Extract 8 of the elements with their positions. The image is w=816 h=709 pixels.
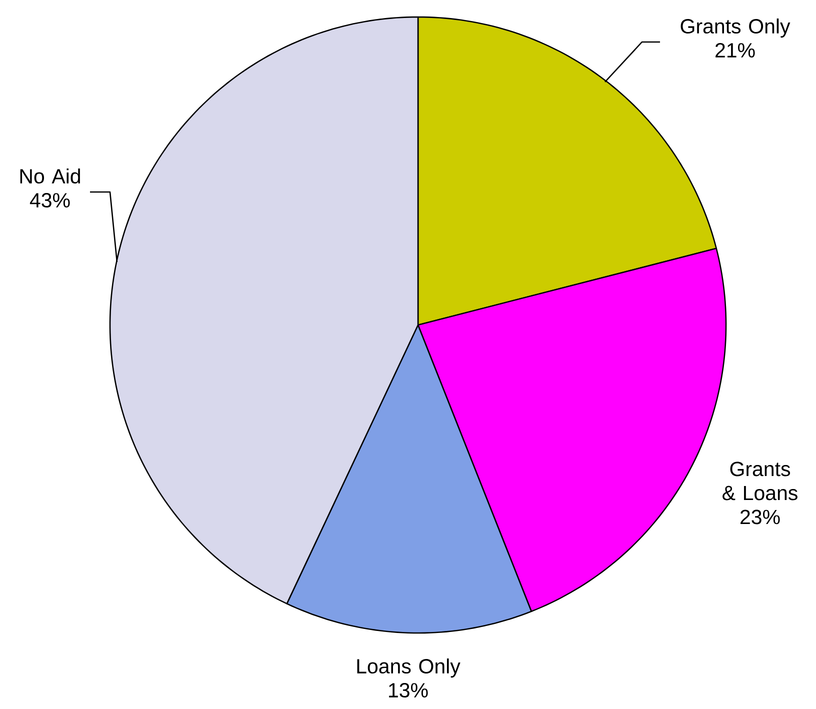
slice-label: Grants Only [680,18,790,38]
data-label: 43% [30,193,70,208]
slice-label: Loans Only [357,658,460,678]
data-label: 23% [740,510,780,524]
data-label: 21% [716,43,755,58]
slice-label: No Aid [20,168,80,184]
slice-label: Grants & Loans [722,462,798,500]
data-label: 13% [389,683,428,698]
